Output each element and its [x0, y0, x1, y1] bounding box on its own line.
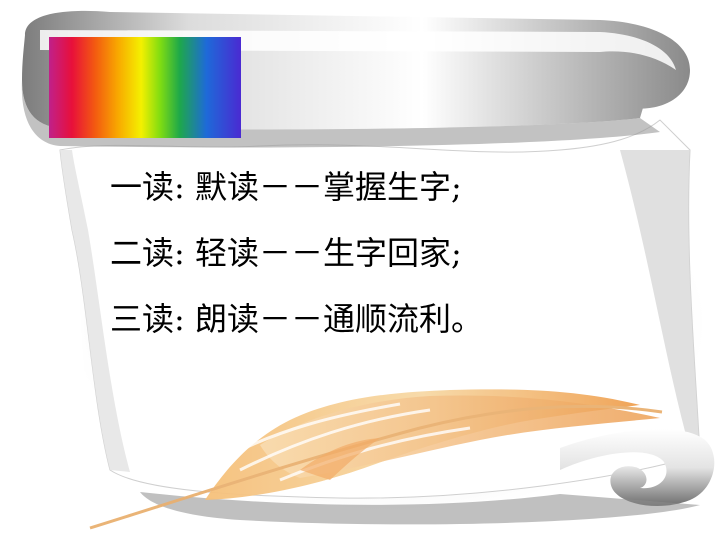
reading-steps: 一读: 默读－－掌握生字; 二读: 轻读－－生字回家; 三读: 朗读－－通顺流利… [110, 162, 630, 360]
scroll-bottom-curl [560, 428, 715, 507]
feather-quill [89, 389, 663, 530]
paper-fold-shade [620, 150, 700, 455]
feather-vane-right [260, 395, 660, 478]
rainbow-gradient-bar [49, 37, 241, 138]
reading-step-1: 一读: 默读－－掌握生字; [110, 168, 462, 206]
paper-left-shade [60, 150, 130, 472]
feather-tuft [300, 438, 380, 480]
scroll-bottom-shadow [140, 492, 700, 525]
reading-step-2: 二读: 轻读－－生字回家; [110, 234, 462, 272]
feather-barbs [229, 402, 501, 492]
reading-step-3: 三读: 朗读－－通顺流利。 [110, 300, 483, 338]
feather-shaft [89, 404, 663, 530]
